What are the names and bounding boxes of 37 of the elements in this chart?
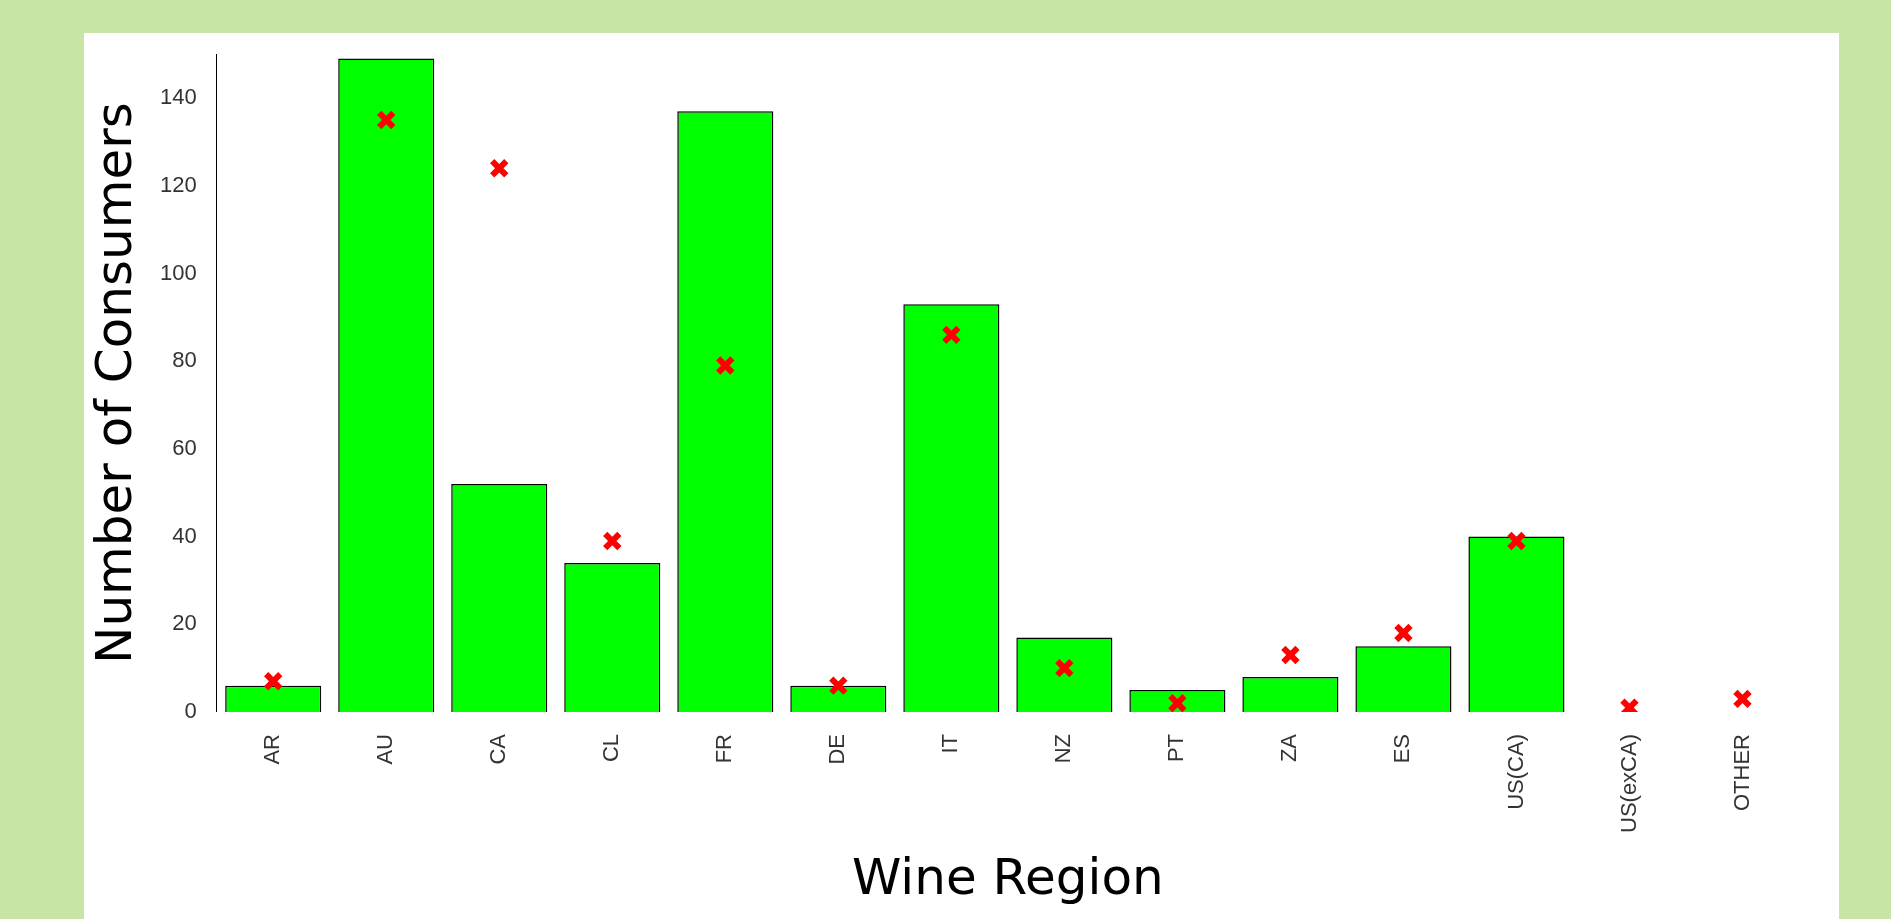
point (715, 355, 736, 376)
x-tick-label: CL (598, 733, 624, 763)
point (1054, 658, 1075, 679)
x-tick-label: IT (937, 733, 963, 754)
point (941, 324, 962, 345)
y-tick-label: 0 (184, 698, 197, 724)
y-tick-label: 40 (172, 522, 197, 548)
x-tick-label: OTHER (1728, 733, 1754, 811)
x-axis-title: Wine Region (851, 847, 1164, 906)
point (1732, 688, 1753, 709)
y-tick-label: 60 (172, 434, 197, 460)
point (828, 675, 849, 696)
y-tick-label: 80 (172, 347, 197, 373)
x-tick-label: AR (259, 733, 285, 765)
x-tick-label: PT (1163, 733, 1189, 763)
point (1393, 622, 1414, 644)
point (376, 109, 397, 131)
point (602, 530, 623, 552)
y-tick-label: 20 (172, 610, 197, 636)
point (1506, 530, 1527, 552)
y-axis-title: Number of Consumers (84, 102, 143, 665)
x-tick-label: FR (711, 733, 737, 764)
x-tick-label: DE (824, 733, 850, 765)
x-tick-label: US(exCA) (1615, 733, 1641, 833)
x-tick-label: CA (485, 733, 511, 765)
point (489, 158, 510, 179)
x-tick-label: US(CA) (1502, 733, 1528, 810)
x-tick-label: ES (1389, 733, 1415, 764)
point (1280, 644, 1301, 666)
x-tick-label: NZ (1050, 733, 1076, 764)
point (263, 671, 284, 692)
x-tick-label: ZA (1276, 733, 1302, 763)
point (1167, 693, 1188, 712)
y-tick-label: 120 (159, 171, 197, 197)
y-tick-label: 100 (159, 259, 197, 285)
x-tick-label: AU (372, 733, 398, 765)
y-tick-label: 140 (159, 84, 197, 110)
